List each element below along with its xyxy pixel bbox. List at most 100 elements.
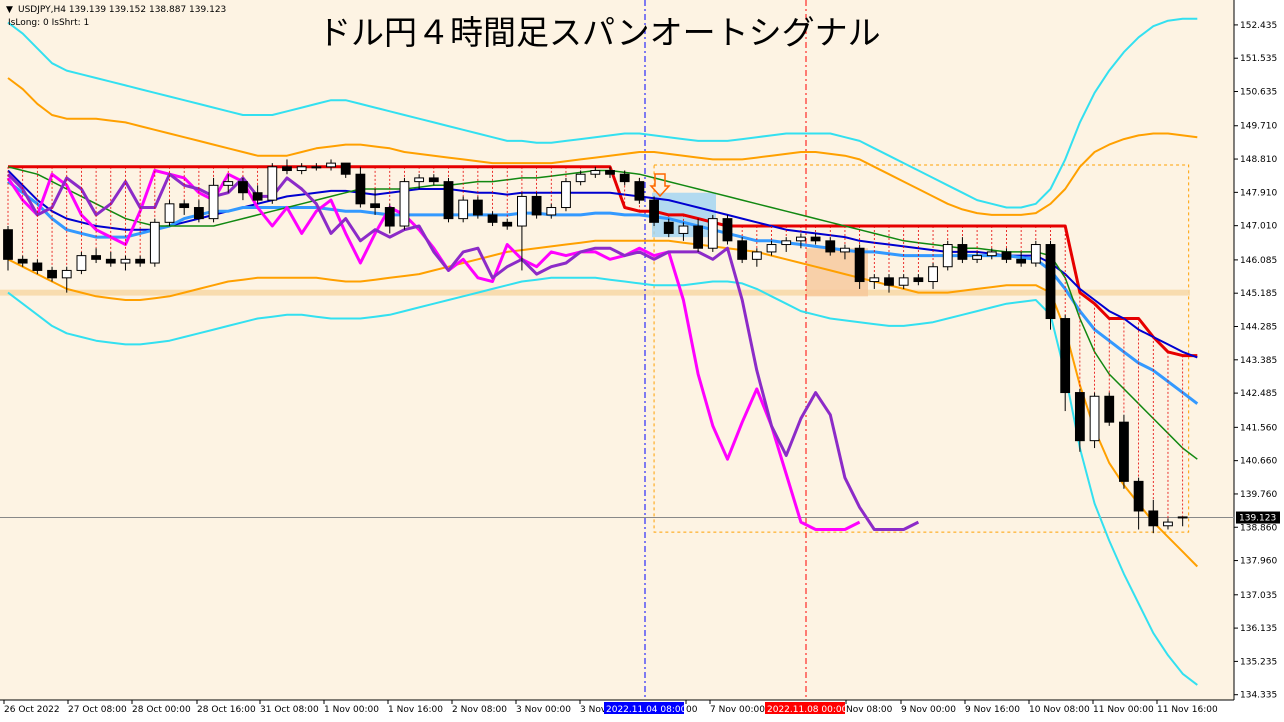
candle-body (781, 240, 792, 246)
candle-body (1177, 516, 1188, 519)
indicator-lines-layer (6, 17, 1199, 686)
price-axis-background (1234, 0, 1284, 722)
candle-body (1001, 251, 1012, 260)
candle-body (1045, 244, 1056, 320)
candle-body (1119, 421, 1129, 482)
candle-body (1030, 244, 1041, 264)
series-line-orange_lower (7, 239, 1199, 568)
candle-body (722, 218, 733, 242)
x-tick-label: 7 Nov 00:00 (710, 705, 765, 715)
candle-body (531, 195, 542, 216)
candle-body (869, 277, 880, 283)
candle-body (810, 236, 821, 242)
candle-body (164, 203, 175, 223)
chart-background (0, 0, 1234, 700)
x-tick-label: 11 Nov 16:00 (1157, 705, 1218, 715)
candle-body (311, 166, 322, 169)
y-tick-label: 136.135 (1240, 624, 1277, 634)
candle-body (61, 269, 72, 279)
candle-body (340, 162, 351, 175)
candle-body (854, 247, 865, 283)
last-price-badge (1236, 511, 1280, 524)
candle-body (428, 177, 439, 183)
y-tick-label: 144.285 (1240, 323, 1277, 333)
x-tick-label: 27 Oct 08:00 (68, 705, 127, 715)
sell-signal-arrow-icon (649, 173, 671, 198)
series-line-green (7, 166, 1198, 460)
date-markers-layer (0, 0, 1234, 700)
candle-body (135, 258, 146, 264)
candle-body (693, 225, 704, 249)
candle-body (17, 258, 28, 264)
x-tick-label: 28 Oct 16:00 (197, 705, 256, 715)
candle-body (149, 221, 160, 264)
candle-body (399, 181, 410, 227)
y-tick-label: 152.435 (1240, 21, 1277, 31)
candle-body (546, 207, 557, 216)
candle-body (282, 166, 292, 172)
candle-body (634, 181, 645, 201)
x-tick-label: 2 Nov 08:00 (452, 705, 507, 715)
candle-body (884, 277, 894, 286)
candle-body (370, 203, 380, 209)
candle-body (223, 181, 234, 186)
candle-body (663, 221, 674, 234)
candle-body (1074, 392, 1085, 442)
candle-body (575, 173, 586, 183)
candle-body (972, 255, 982, 260)
time-axis[interactable]: 26 Oct 2022 27 Oct 08:00 28 Oct 00:00 28 Oc… (3, 700, 1218, 715)
candle-body (76, 255, 87, 271)
marker-red-badge (765, 702, 845, 714)
candle-body (91, 255, 102, 260)
x-tick-label: Nov 08:00 (846, 705, 893, 715)
series-line-cyan_upper (7, 17, 1198, 209)
candle-body (517, 195, 527, 227)
candle-body (590, 170, 601, 175)
candle-body (355, 173, 366, 205)
price-axis[interactable]: 152.435 151.535 150.635 149.710 148.810 147.9… (1234, 21, 1280, 701)
y-tick-label: 142.485 (1240, 389, 1277, 399)
y-tick-label: 147.010 (1240, 222, 1277, 232)
marker-red-label: 2022.11.08 00:00 (767, 705, 848, 715)
candle-body (47, 269, 57, 279)
candle-body (487, 214, 498, 223)
candle-body (913, 277, 924, 283)
y-tick-label: 148.810 (1240, 155, 1277, 165)
series-line-cyan_lower (7, 276, 1198, 686)
y-tick-label: 149.710 (1240, 122, 1277, 132)
candle-body (252, 192, 263, 201)
x-tick-label: 9 Nov 16:00 (965, 705, 1020, 715)
series-line-orange_upper (7, 77, 1198, 216)
y-tick-label: 143.385 (1240, 356, 1277, 366)
candle-body (825, 240, 836, 253)
candle-body (678, 225, 689, 234)
y-tick-label: 151.535 (1240, 54, 1277, 64)
candle-body (795, 236, 806, 242)
candle-body (296, 166, 307, 172)
candle-body (502, 221, 513, 227)
candle-body (414, 177, 425, 183)
y-tick-label: 135.235 (1240, 657, 1277, 667)
candle-body (986, 251, 997, 257)
marker-blue-badge (604, 702, 684, 714)
x-tick-label: 3 Nov 00:00 (516, 705, 571, 715)
candle-body (840, 247, 850, 253)
candle-body (3, 229, 13, 260)
dropdown-arrow-icon[interactable]: ▼ (6, 5, 13, 15)
x-tick-label: 10 Nov 08:00 (1029, 705, 1090, 715)
candle-body (751, 251, 762, 260)
y-tick-label: 147.910 (1240, 188, 1277, 198)
candle-body (267, 166, 278, 201)
candle-body (957, 244, 968, 260)
candles-layer (3, 159, 1188, 534)
candle-body (898, 277, 909, 286)
x-tick-label: 1 Nov 00:00 (324, 705, 379, 715)
marker-blue-label: 2022.11.04 08:00 (606, 705, 687, 715)
candle-body (942, 244, 953, 268)
y-tick-label: 137.960 (1240, 557, 1277, 567)
y-tick-label: 138.860 (1240, 523, 1277, 533)
chart-title: ドル円４時間足スパンオートシグナル (318, 13, 881, 52)
candle-body (120, 258, 131, 264)
last-price-label: 139.123 (1239, 514, 1276, 524)
